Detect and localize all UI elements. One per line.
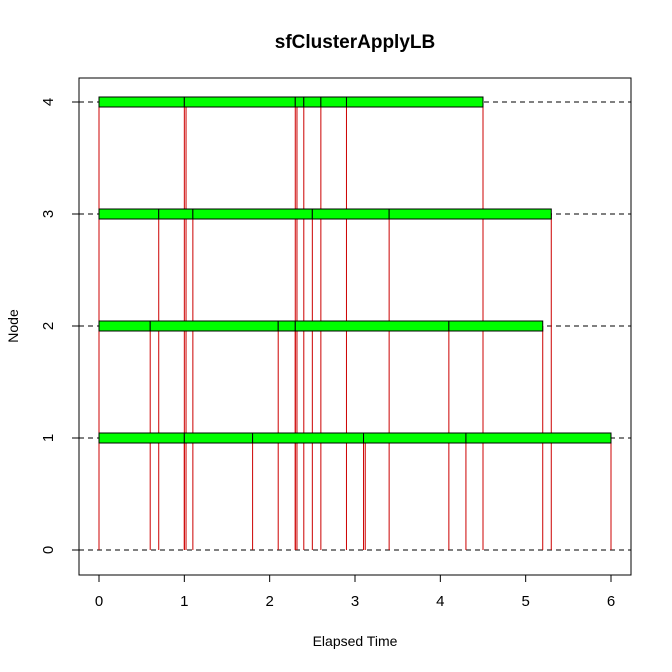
y-tick-label: 2 bbox=[40, 322, 57, 330]
chart-title: sfClusterApplyLB bbox=[275, 32, 435, 53]
task-bar bbox=[192, 208, 313, 220]
task-bar bbox=[98, 432, 185, 444]
task-bar bbox=[183, 96, 296, 108]
y-tick-label: 4 bbox=[40, 98, 57, 106]
x-tick-label: 0 bbox=[95, 593, 103, 610]
task-bar bbox=[277, 320, 296, 332]
task-bar bbox=[345, 96, 484, 108]
task-bar bbox=[149, 320, 279, 332]
x-tick-label: 1 bbox=[180, 593, 188, 610]
task-bar bbox=[388, 208, 552, 220]
task-bar bbox=[158, 208, 194, 220]
y-tick-label: 3 bbox=[40, 210, 57, 218]
plot-frame bbox=[78, 77, 632, 576]
y-axis-label: Node bbox=[5, 309, 21, 343]
y-axis: 0 1 2 3 4 bbox=[40, 98, 80, 554]
y-tick-label: 0 bbox=[40, 546, 57, 554]
x-tick-label: 6 bbox=[607, 593, 615, 610]
x-tick-label: 4 bbox=[436, 593, 444, 610]
x-axis: 0 1 2 3 4 5 6 bbox=[95, 574, 615, 610]
task-bar bbox=[294, 320, 450, 332]
x-tick-label: 3 bbox=[351, 593, 359, 610]
task-bar bbox=[98, 208, 160, 220]
task-bar bbox=[98, 96, 185, 108]
task-bars bbox=[98, 96, 612, 444]
x-tick-label: 5 bbox=[521, 593, 529, 610]
task-bar bbox=[320, 96, 347, 108]
task-bar bbox=[363, 432, 467, 444]
task-bar bbox=[465, 432, 612, 444]
task-bar bbox=[448, 320, 544, 332]
task-bar bbox=[311, 208, 390, 220]
y-tick-label: 1 bbox=[40, 434, 57, 442]
task-bar bbox=[183, 432, 254, 444]
task-bar bbox=[252, 432, 365, 444]
x-axis-label: Elapsed Time bbox=[313, 633, 398, 649]
task-bar bbox=[303, 96, 322, 108]
task-bar bbox=[294, 96, 305, 108]
x-tick-label: 2 bbox=[265, 593, 273, 610]
task-bar bbox=[98, 320, 151, 332]
